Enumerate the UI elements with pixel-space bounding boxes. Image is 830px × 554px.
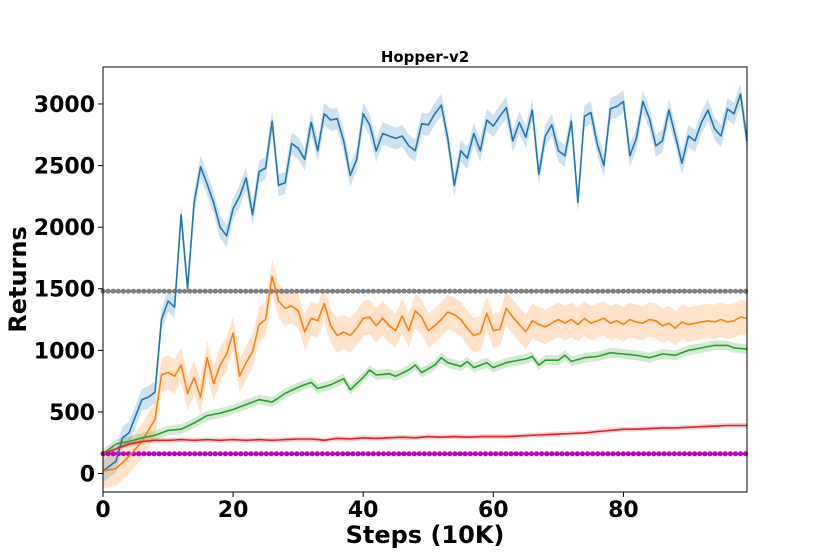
x-tick-label: 40 bbox=[348, 498, 379, 523]
x-axis-title: Steps (10K) bbox=[346, 521, 505, 549]
x-tick-label: 80 bbox=[608, 498, 639, 523]
plot-frame bbox=[102, 66, 748, 493]
y-tick-label: 1500 bbox=[34, 278, 95, 303]
red-series-line bbox=[102, 424, 747, 455]
y-axis-title: Returns bbox=[4, 226, 32, 333]
reference-lines bbox=[100, 288, 750, 457]
red-series-band bbox=[103, 423, 747, 457]
x-tick-label: 20 bbox=[218, 498, 249, 523]
x-tick-label: 60 bbox=[478, 498, 509, 523]
y-tick-label: 0 bbox=[80, 463, 95, 488]
y-tick-label: 2000 bbox=[34, 216, 95, 241]
series-lines bbox=[102, 93, 748, 472]
axis-ticks: 0 20 40 60 80 0 500 1000 1500 2000 2500 3000 bbox=[34, 93, 639, 523]
y-tick-label: 500 bbox=[49, 401, 95, 426]
orange-series-band bbox=[103, 259, 747, 489]
confidence-bands bbox=[103, 83, 747, 489]
y-tick-label: 2500 bbox=[34, 155, 95, 180]
green-series-line bbox=[102, 344, 748, 455]
chart-title: Hopper-v2 bbox=[381, 48, 469, 66]
y-tick-label: 1000 bbox=[34, 339, 95, 364]
blue-series-line bbox=[102, 93, 748, 472]
x-tick-label: 0 bbox=[95, 498, 110, 523]
y-tick-label: 3000 bbox=[34, 93, 95, 118]
orange-series-line bbox=[102, 275, 748, 472]
